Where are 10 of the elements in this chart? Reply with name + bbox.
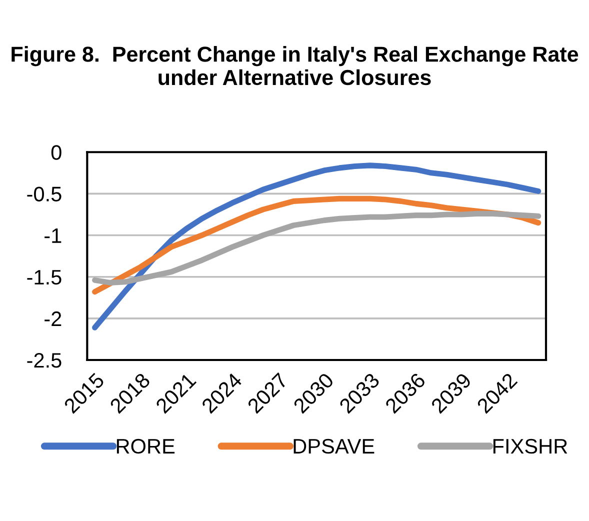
y-tick-label: -0.5: [27, 186, 62, 202]
legend-label: FIXSHR: [493, 438, 568, 454]
legend-label: DPSAVE: [294, 438, 374, 454]
y-tick-label: -2: [44, 311, 62, 326]
chart-title: Figure 8. Percent Change in Italy's Real Exchange Rate under Alternative Closures: [12, 46, 578, 86]
y-tick-label: -1.5: [27, 270, 62, 285]
y-tick-label: -2.5: [27, 353, 62, 368]
y-tick-label: 0: [51, 145, 62, 160]
y-tick-label: -1: [44, 228, 62, 243]
legend-label: RORE: [116, 438, 175, 454]
